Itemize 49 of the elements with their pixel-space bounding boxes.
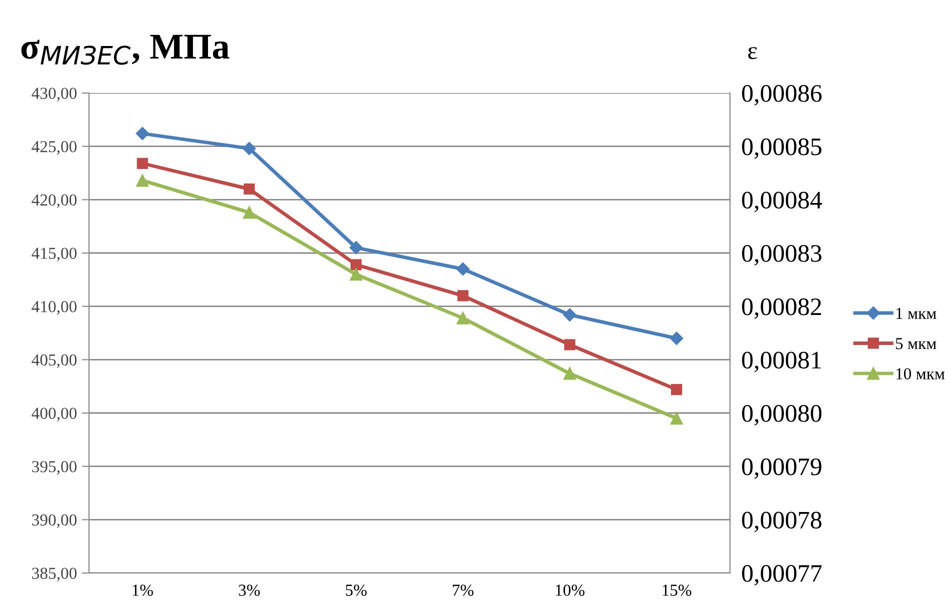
y2-tick-label: 0,00080 xyxy=(742,405,822,426)
point xyxy=(242,142,256,156)
y2-tick-label: 0,00083 xyxy=(742,245,822,266)
point xyxy=(671,384,682,396)
y2-tick-label: 0,00081 xyxy=(742,352,821,372)
y-tick-label: 410,00 xyxy=(32,301,77,315)
point xyxy=(670,412,683,425)
point xyxy=(244,183,255,195)
y-tick-label: 390,00 xyxy=(32,514,77,528)
point xyxy=(457,290,468,302)
legend-label: 5 мкм xyxy=(896,338,936,350)
x-tick-label: 7% xyxy=(452,584,474,596)
point xyxy=(670,332,684,345)
x-tick-label: 10% xyxy=(556,584,584,596)
y-tick-label: 405,00 xyxy=(32,354,77,368)
y2-axis-title: ε xyxy=(748,47,757,60)
point xyxy=(564,339,576,350)
y-tick-label: 400,00 xyxy=(32,408,77,422)
y-tick-label: 430,00 xyxy=(32,88,77,102)
legend-label: 1 мкм xyxy=(896,308,936,319)
point xyxy=(136,174,149,187)
y-tick-label: 420,00 xyxy=(32,194,77,208)
point xyxy=(350,259,362,270)
legend-label: 10 мкм xyxy=(896,368,945,380)
chart-title: σ$_{МИЗЕС}$, МПа xyxy=(21,34,230,65)
x-tick-label: 5% xyxy=(346,584,367,596)
point xyxy=(136,126,150,140)
x-tick-label: 1% xyxy=(132,584,153,596)
y-tick-label: 425,00 xyxy=(32,141,77,155)
y2-tick-label: 0,00086 xyxy=(742,85,822,106)
y-tick-label: 395,00 xyxy=(32,461,77,475)
y-tick-label: 385,00 xyxy=(32,568,77,582)
y-tick-label: 415,00 xyxy=(32,248,77,262)
x-tick-label: 3% xyxy=(238,584,260,596)
y2-tick-label: 0,00084 xyxy=(742,192,822,212)
point xyxy=(349,241,363,254)
x-tick-label: 15% xyxy=(662,584,692,596)
y2-tick-label: 0,00078 xyxy=(742,512,822,532)
point xyxy=(350,268,362,281)
point xyxy=(456,312,470,324)
point xyxy=(563,308,576,322)
y2-tick-label: 0,00077 xyxy=(742,565,822,586)
y2-tick-label: 0,00079 xyxy=(742,458,822,479)
point xyxy=(564,367,576,380)
y2-tick-label: 0,00085 xyxy=(742,138,822,159)
point xyxy=(136,158,148,169)
point xyxy=(456,262,470,276)
y2-tick-label: 0,00082 xyxy=(742,298,821,319)
point xyxy=(243,206,256,219)
